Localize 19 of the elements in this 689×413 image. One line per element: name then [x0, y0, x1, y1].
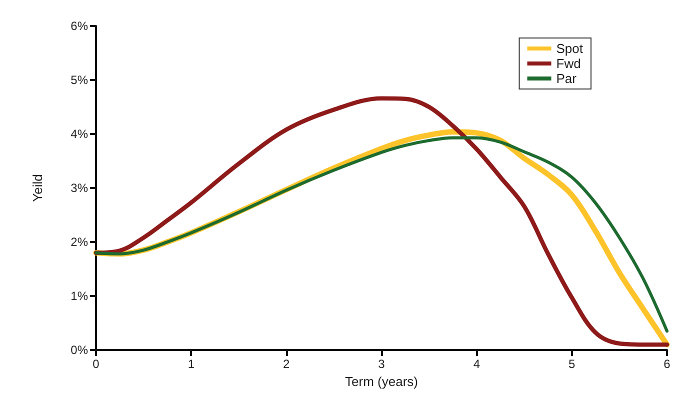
x-tick-label: 3	[378, 357, 386, 371]
legend-label: Spot	[556, 41, 584, 56]
y-axis-title: Yeild	[30, 174, 45, 202]
x-tick-label: 0	[92, 357, 100, 371]
x-tick-label: 6	[664, 357, 671, 371]
y-tick-label: 2%	[70, 235, 88, 249]
x-tick-label: 2	[282, 357, 290, 371]
y-tick-label: 0%	[70, 343, 88, 357]
y-tick-label: 4%	[70, 127, 88, 141]
x-tick-label: 1	[188, 357, 195, 371]
y-tick-label: 3%	[70, 181, 88, 195]
y-tick-label: 6%	[70, 19, 88, 33]
y-tick-label: 5%	[70, 73, 88, 87]
y-tick-label: 1%	[70, 289, 88, 303]
x-axis-title: Term (years)	[345, 374, 418, 389]
legend-label: Fwd	[556, 56, 581, 71]
legend-label: Par	[556, 71, 578, 86]
x-tick-label: 5	[568, 357, 576, 371]
x-tick-label: 4	[473, 357, 480, 371]
